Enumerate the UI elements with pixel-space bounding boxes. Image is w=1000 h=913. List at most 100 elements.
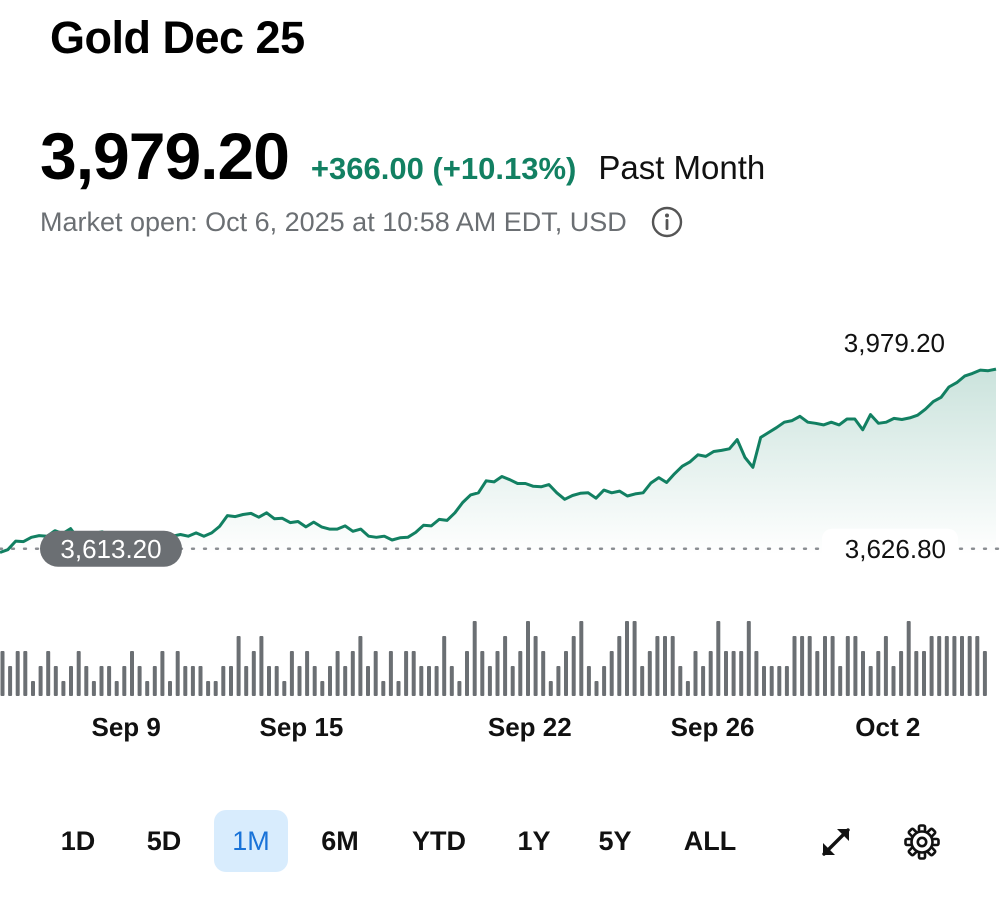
- volume-bar: [23, 651, 28, 696]
- start-price-label: 3,613.20: [60, 534, 161, 564]
- volume-bar: [38, 666, 43, 696]
- x-tick-label: Sep 26: [671, 712, 755, 742]
- volume-bar: [579, 621, 584, 696]
- volume-bar: [815, 651, 820, 696]
- volume-bar: [8, 666, 13, 696]
- x-tick-label: Sep 22: [488, 712, 572, 742]
- volume-bar: [442, 636, 447, 696]
- volume-bar: [419, 666, 424, 696]
- volume-bar: [465, 651, 469, 696]
- market-status: Market open: Oct 6, 2025 at 10:58 AM EDT…: [40, 206, 627, 237]
- volume-bar: [647, 651, 652, 696]
- volume-bar: [168, 681, 172, 696]
- volume-bar: [289, 651, 294, 696]
- volume-bar: [31, 681, 35, 696]
- volume-bar: [625, 621, 629, 696]
- volume-bar: [716, 621, 721, 696]
- volume-bar: [343, 666, 348, 696]
- volume-bar: [701, 666, 706, 696]
- volume-bar: [777, 666, 782, 696]
- volume-bar: [99, 666, 104, 696]
- volume-bar: [137, 666, 142, 696]
- expand-icon[interactable]: [818, 824, 854, 860]
- volume-bar: [76, 651, 81, 696]
- volume-bar: [449, 666, 454, 696]
- volume-bar: [602, 666, 607, 696]
- volume-bar: [937, 636, 942, 696]
- market-status-row: Market open: Oct 6, 2025 at 10:58 AM EDT…: [40, 206, 683, 238]
- previous-close-badge: [822, 528, 958, 567]
- range-6m-button[interactable]: 6M: [321, 825, 359, 856]
- volume-bar: [838, 666, 843, 696]
- volume-bar: [784, 666, 789, 696]
- volume-bar: [967, 636, 972, 696]
- x-tick-label: Sep 9: [92, 712, 161, 742]
- volume-bar: [746, 621, 751, 696]
- volume-bar: [122, 666, 127, 696]
- volume-bar: [792, 636, 797, 696]
- volume-bar: [541, 651, 546, 696]
- range-ytd-button[interactable]: YTD: [412, 825, 466, 856]
- volume-bar: [899, 651, 904, 696]
- range-selector: 1D 5D 1M 6M YTD 1Y 5Y ALL: [0, 810, 1000, 876]
- gear-icon[interactable]: [904, 824, 940, 860]
- volume-bar: [731, 651, 736, 696]
- volume-bar: [160, 651, 165, 696]
- volume-bar: [130, 651, 134, 696]
- range-all-button[interactable]: ALL: [683, 825, 737, 856]
- volume-bar: [274, 666, 279, 696]
- volume-bar: [190, 666, 195, 696]
- range-1m-button[interactable]: 1M: [214, 810, 288, 872]
- volume-bar: [183, 666, 188, 696]
- volume-bar: [655, 636, 660, 696]
- volume-bar: [876, 651, 881, 696]
- price-row: 3,979.20 +366.00 (+10.13%) Past Month: [40, 118, 765, 194]
- volume-bar: [663, 636, 667, 696]
- volume-bar: [282, 681, 287, 696]
- previous-close-label: 3,626.80: [845, 534, 946, 564]
- volume-bar: [320, 681, 325, 696]
- volume-bar: [891, 666, 896, 696]
- volume-bar: [244, 666, 249, 696]
- volume-bar: [381, 681, 386, 696]
- volume-bar: [861, 651, 865, 696]
- volume-bar: [693, 651, 698, 696]
- volume-bar: [236, 636, 241, 696]
- volume-bar: [526, 621, 530, 696]
- volume-bar: [114, 681, 119, 696]
- volume-bar: [175, 651, 180, 696]
- volume-bar: [53, 666, 58, 696]
- volume-bar: [335, 651, 340, 696]
- volume-bar: [267, 666, 271, 696]
- range-5y-button[interactable]: 5Y: [598, 825, 632, 856]
- start-price-badge: [40, 530, 182, 567]
- volume-bar: [404, 651, 409, 696]
- volume-bar: [206, 681, 211, 696]
- volume-bar: [373, 651, 378, 696]
- volume-bar: [396, 681, 401, 696]
- volume-bar: [221, 666, 226, 696]
- volume-bar: [61, 681, 66, 696]
- range-5d-button[interactable]: 5D: [146, 825, 182, 856]
- volume-bar: [152, 666, 157, 696]
- volume-bar: [229, 666, 233, 696]
- volume-bar: [107, 666, 112, 696]
- range-1d-button[interactable]: 1D: [60, 825, 96, 856]
- price-chart[interactable]: 3,979.20 3,613.20 3,626.80 Sep 9 Sep 15 Sep …: [0, 330, 1000, 750]
- period-label: Past Month: [598, 149, 766, 186]
- volume-bar: [472, 621, 477, 696]
- volume-bar: [952, 636, 957, 696]
- volume-bar: [46, 651, 51, 696]
- volume-bar: [84, 666, 89, 696]
- price-change: +366.00 (+10.13%): [310, 151, 577, 186]
- volume-bar: [640, 666, 645, 696]
- volume-bar: [358, 636, 363, 696]
- info-icon[interactable]: [651, 206, 683, 238]
- volume-bar: [145, 681, 150, 696]
- volume-bar: [853, 636, 858, 696]
- volume-bar: [769, 666, 774, 696]
- volume-bar: [944, 636, 949, 696]
- volume-bar: [350, 651, 355, 696]
- range-1y-button[interactable]: 1Y: [517, 825, 551, 856]
- volume-bar: [305, 651, 310, 696]
